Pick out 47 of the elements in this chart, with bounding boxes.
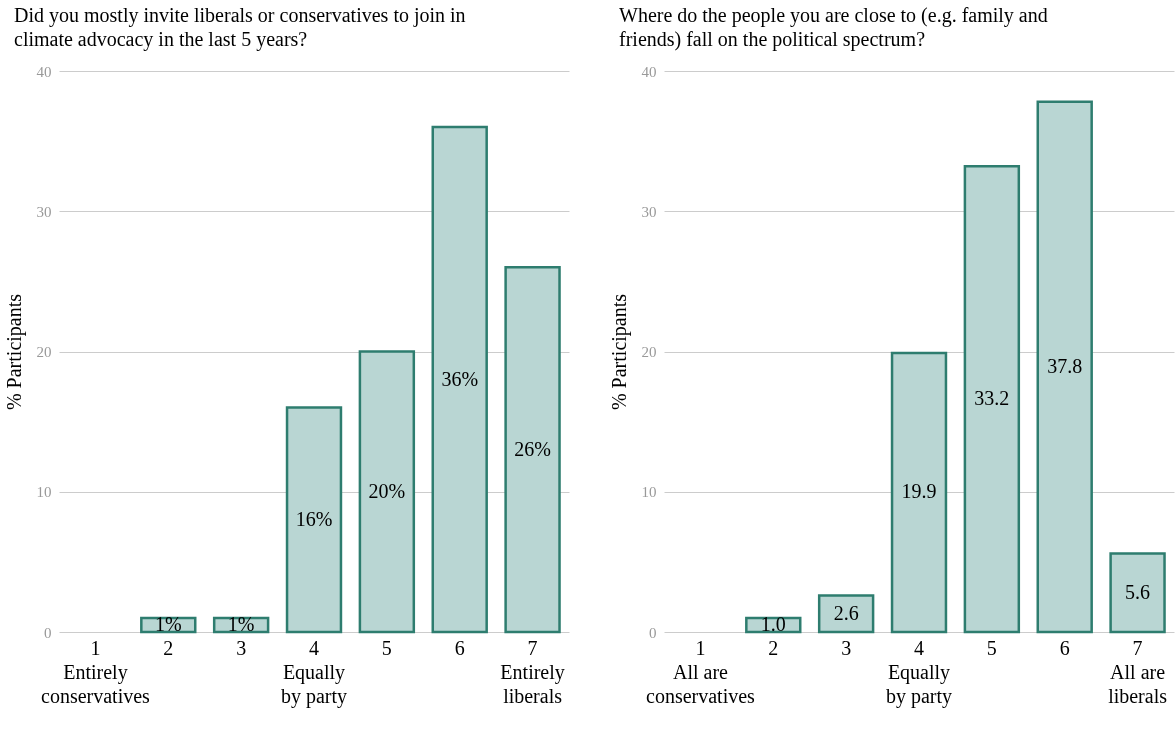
- data-label: 19.9: [901, 480, 937, 503]
- y-tick-label: 0: [44, 624, 52, 641]
- y-tick-label: 40: [641, 63, 657, 80]
- chart-title: Did you mostly invite liberals or conservatives to join in climate advocacy in the last 5 years?: [14, 4, 466, 51]
- data-label: 1%: [227, 612, 255, 635]
- data-label: 16%: [295, 507, 333, 530]
- data-label: 2.6: [833, 601, 859, 624]
- y-tick-label: 20: [641, 344, 657, 360]
- data-label: 33.2: [974, 387, 1010, 410]
- x-tick-label: 6: [454, 636, 465, 659]
- y-axis-title: % Participants: [2, 293, 26, 411]
- bar: [817, 594, 875, 634]
- x-tick-label: 3: [236, 636, 247, 659]
- x-tick-label: 7 All are liberals: [1108, 636, 1168, 707]
- data-label: 1.0: [760, 612, 786, 635]
- y-tick-label: 30: [641, 203, 657, 220]
- x-tick-label: 4 Equally by party: [885, 636, 953, 708]
- x-tick-label: 4 Equally by party: [280, 636, 348, 708]
- bar: [890, 351, 948, 634]
- data-label: 36%: [441, 367, 479, 390]
- bar: [1109, 552, 1166, 634]
- x-tick-label: 2: [163, 636, 174, 659]
- data-label: 26%: [514, 437, 551, 460]
- y-tick-label: 30: [36, 203, 52, 220]
- data-label: 5.6: [1125, 580, 1151, 603]
- x-tick-label: 2: [768, 636, 779, 659]
- y-tick-label: 0: [649, 624, 657, 641]
- bar: [285, 406, 343, 634]
- bar: [431, 125, 488, 634]
- data-label: 37.8: [1047, 354, 1083, 377]
- x-tick-label: 3: [841, 636, 852, 659]
- y-tick-label: 10: [36, 484, 52, 501]
- chart-title: Where do the people you are close to (e.g. family and friends) fall on the political spectrum?: [619, 4, 1048, 51]
- bar: [358, 350, 416, 634]
- y-tick-label: 40: [36, 63, 52, 80]
- bar: [1036, 100, 1093, 634]
- data-label: 1%: [154, 612, 182, 635]
- data-label: 20%: [368, 479, 406, 502]
- x-tick-label: 5: [381, 636, 392, 659]
- x-tick-label: 7 Entirely liberals: [500, 636, 565, 707]
- bar: [963, 165, 1021, 634]
- y-tick-label: 20: [36, 344, 52, 360]
- bar: [504, 266, 561, 634]
- y-axis-title: % Participants: [607, 293, 631, 411]
- x-tick-label: 5: [986, 636, 997, 659]
- x-tick-label: 6: [1059, 636, 1070, 659]
- y-tick-label: 10: [641, 484, 657, 501]
